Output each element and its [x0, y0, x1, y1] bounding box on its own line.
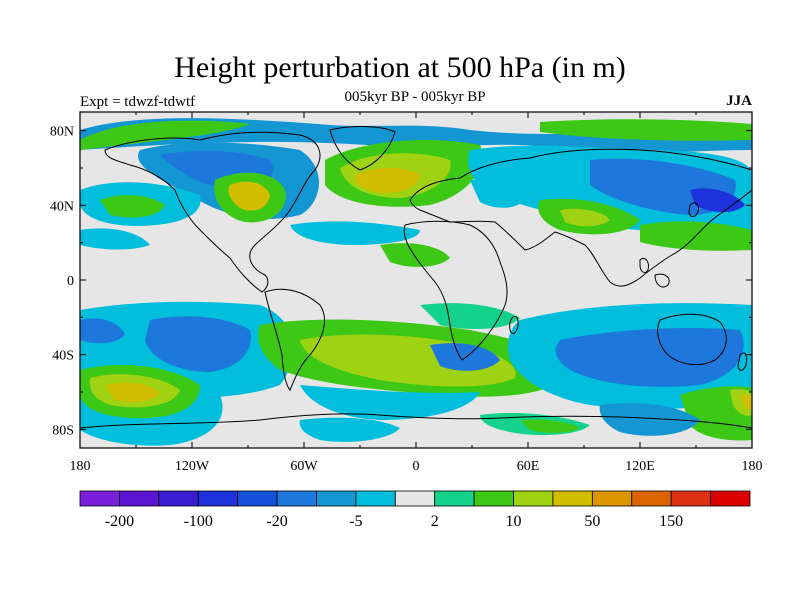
- colorbar-swatch: [158, 490, 199, 507]
- height-perturbation-field: [80, 118, 752, 446]
- colorbar-label: 2: [431, 513, 439, 530]
- colorbar-swatch: [79, 490, 120, 507]
- experiment-label: Expt = tdwzf-tdwtf: [80, 94, 196, 110]
- lat-tick-label: 0: [67, 274, 74, 289]
- colorbar-swatch: [276, 490, 317, 507]
- colorbar-swatch: [197, 490, 239, 507]
- colorbar-label: 10: [506, 513, 522, 530]
- lon-tick-label: 180: [742, 459, 763, 474]
- lon-tick-label: 120E: [625, 459, 655, 474]
- colorbar-swatch: [670, 490, 711, 507]
- colorbar-labels: -200 -100 -20 -5 2 10 50 150: [105, 513, 683, 530]
- map-title: Height perturbation at 500 hPa (in m): [174, 51, 626, 84]
- colorbar-swatch: [473, 490, 514, 507]
- lon-tick-label: 60E: [517, 459, 540, 474]
- latitude-labels: 80N 40N 0 40S 80S: [50, 125, 74, 439]
- colorbar-label: -20: [266, 513, 287, 530]
- colorbar-swatch: [591, 490, 633, 507]
- lon-tick-label: 60W: [290, 459, 318, 474]
- lat-tick-label: 40S: [52, 349, 74, 364]
- colorbar-swatch: [237, 490, 278, 507]
- colorbar-swatch: [631, 490, 672, 507]
- colorbar-label: -200: [105, 513, 134, 530]
- colorbar: [79, 490, 751, 507]
- colorbar-swatch: [316, 490, 357, 507]
- colorbar-swatch: [119, 490, 160, 507]
- colorbar-swatch: [434, 490, 475, 507]
- colorbar-swatch: [710, 490, 751, 507]
- colorbar-swatch: [552, 490, 593, 507]
- longitude-labels: 180 120W 60W 0 60E 120E 180: [70, 459, 763, 474]
- lon-tick-label: 0: [413, 459, 420, 474]
- lon-tick-label: 120W: [175, 459, 210, 474]
- lat-tick-label: 80S: [52, 423, 74, 438]
- axis-ticks: [79, 112, 753, 448]
- colorbar-label: -5: [349, 513, 362, 530]
- lat-tick-label: 40N: [50, 199, 74, 214]
- colorbar-swatch: [394, 490, 436, 507]
- lat-tick-label: 80N: [50, 125, 74, 140]
- colorbar-swatch: [355, 490, 396, 507]
- season-label: JJA: [726, 93, 752, 109]
- colorbar-label: -100: [184, 513, 213, 530]
- period-label: 005kyr BP - 005kyr BP: [344, 89, 486, 105]
- colorbar-label: 150: [659, 513, 683, 530]
- colorbar-swatch: [513, 490, 554, 507]
- coastlines: [80, 125, 752, 429]
- colorbar-label: 50: [584, 513, 600, 530]
- lon-tick-label: 180: [70, 459, 91, 474]
